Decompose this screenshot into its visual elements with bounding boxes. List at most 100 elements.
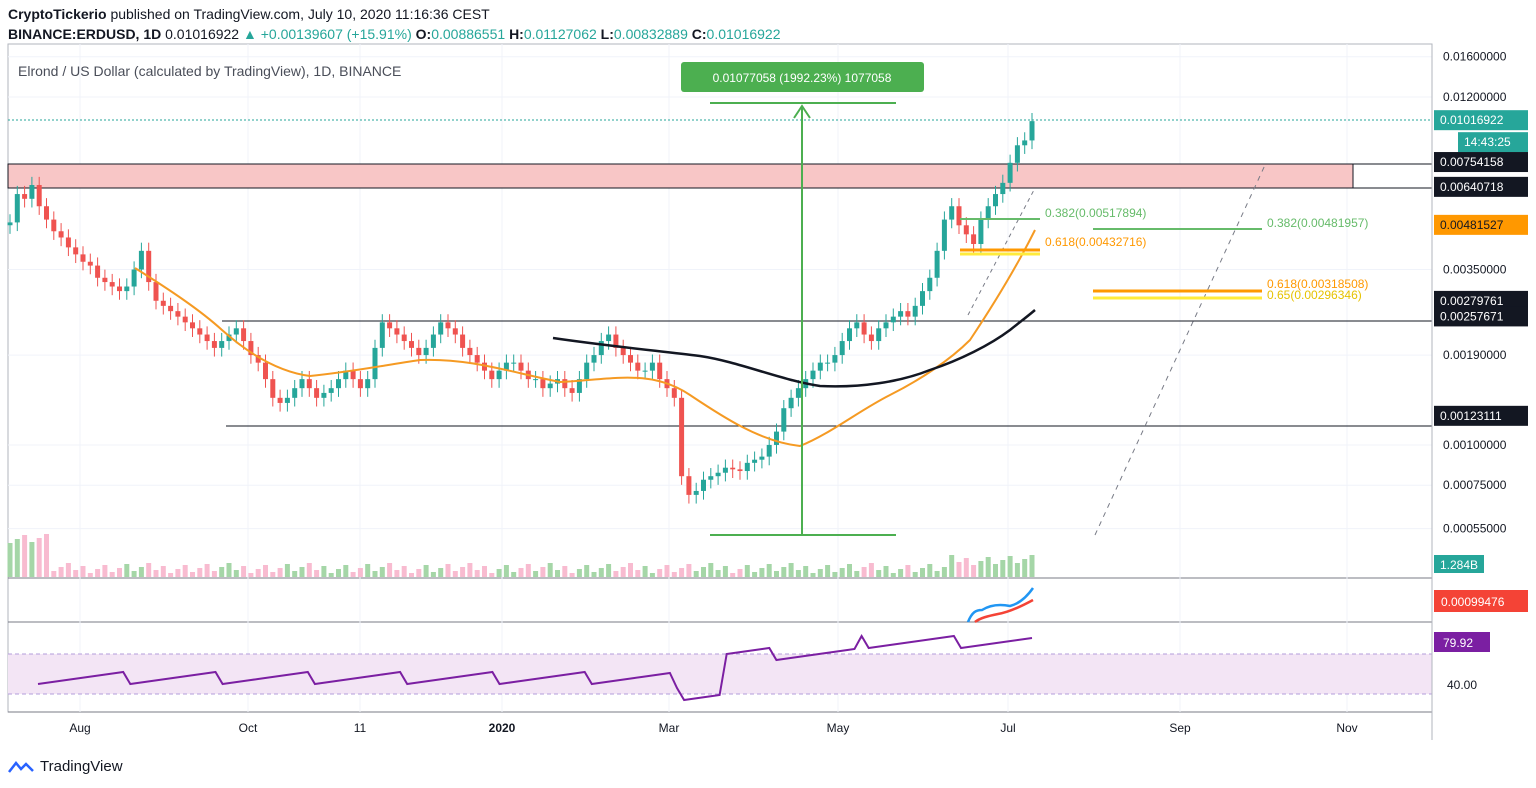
change-value: ▲ +0.00139607 (+15.91%) [242,26,412,42]
volume-bar [460,567,466,577]
price-label-4: 0.00481527 [1440,218,1504,232]
volume-bar [606,564,612,577]
fib-b-618-label: 0.618(0.00318508) [1267,277,1368,291]
volume-bar [219,567,225,577]
candle-body [29,185,35,199]
candle-body [511,362,517,364]
volume-bar [270,572,276,577]
candle-body [284,397,290,403]
candle-body [985,206,991,220]
volume-bar [496,569,502,577]
volume-bar [29,542,35,577]
candle-body [401,334,407,342]
volume-bar [503,565,509,577]
volume-bar [847,564,852,577]
candle-body [832,355,838,363]
volume-bar [628,563,633,577]
volume-bar [657,569,663,577]
candle-body [182,316,188,323]
volume-bar [255,569,261,577]
volume-bar [839,568,845,577]
candle-body [883,322,889,329]
candle-body [774,431,779,445]
volume-bar [781,567,787,577]
volume-bar [642,566,648,577]
low-label: L: [600,26,614,42]
ohlc-legend: BINANCE:ERDUSD, 1D 0.01016922 ▲ +0.00139… [8,26,781,42]
volume-bar [686,564,692,577]
time-tick-6: Jul [1000,721,1015,735]
fib-a-618-label: 0.618(0.00432716) [1045,235,1146,249]
candle-body [36,185,42,207]
candle-body [795,388,801,398]
volume-bar [795,570,801,577]
candle-body [518,362,524,371]
volume-bar [36,538,42,577]
candle-body [562,379,568,389]
price-label-2: 0.00754158 [1440,155,1504,169]
publisher-name[interactable]: CryptoTickerio [8,6,107,22]
grid [8,44,1432,712]
volume-bar [489,573,495,577]
volume-bar [737,569,743,577]
candle-body [817,362,823,371]
volume-bar [284,564,290,577]
candle-body [65,237,71,248]
candle-body [810,370,816,380]
volume-bar [547,563,553,577]
volume-bar [613,571,619,577]
candle-body [102,277,108,283]
volume-bar [263,565,268,577]
candle-body [263,362,268,380]
candle-body [686,476,692,495]
volume-bar [971,565,977,577]
volume-bar [993,564,998,577]
volume-bar [766,564,772,577]
candle-body [1000,182,1006,195]
candle-body [138,250,144,270]
price-axis[interactable]: 0.01600000 0.01200000 0.00350000 0.00190000… [1443,50,1507,536]
volume-bar [241,566,247,577]
volume-bar [445,564,451,577]
volume-bar [985,557,991,577]
fib-a-382-label: 0.382(0.00517894) [1045,206,1146,220]
candle-body [58,231,64,238]
candle-body [299,379,305,389]
volume-bar [1000,560,1006,577]
volume-bar [934,571,940,577]
candle-body [255,355,261,363]
candle-body [423,347,429,356]
candle-body [949,206,955,220]
volume-bar [44,534,49,577]
volume-bar [562,566,568,577]
tradingview-brand[interactable]: TradingView [8,758,123,775]
candle-body [226,334,232,342]
candle-body [569,388,575,393]
volume-bar [1007,556,1013,577]
candle-body [941,219,947,251]
candles [7,112,1035,504]
volume-bar [679,568,685,577]
candle-body [1014,145,1020,163]
time-axis[interactable]: Aug Oct 11 2020 Mar May Jul Sep Nov [69,721,1357,735]
candle-body [44,206,49,220]
candle-body [160,300,166,306]
candle-body [890,316,896,323]
price-label-7: 0.00123111 [1440,409,1502,423]
price-tick-6: 0.00055000 [1443,522,1507,536]
time-tick-3: 2020 [489,721,516,735]
candle-body [168,305,174,312]
volume-bar [314,570,320,577]
candle-body [197,328,203,335]
candle-body [365,379,371,389]
candle-body [416,347,422,356]
candle-body [584,362,590,380]
volume-bar [175,569,181,577]
volume-bar [160,566,166,577]
symbol-label[interactable]: BINANCE:ERDUSD, 1D [8,26,162,42]
volume-bar [146,563,152,577]
tradingview-logo-icon [8,760,34,773]
ma-50-line [134,229,1036,448]
volume-bar [905,565,911,577]
